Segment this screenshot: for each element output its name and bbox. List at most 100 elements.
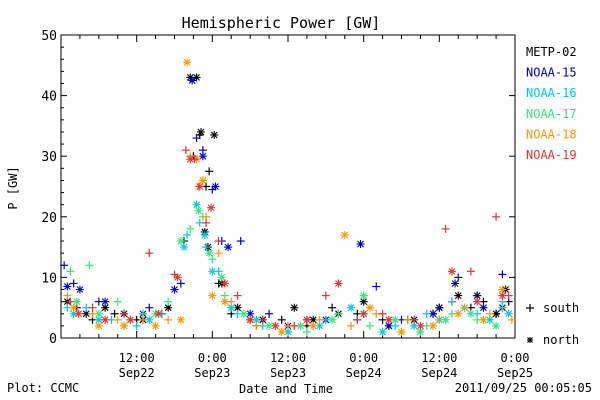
- north-marker: [101, 303, 110, 312]
- south-marker: [498, 270, 507, 279]
- y-tick-label: 20: [41, 211, 57, 226]
- north-marker: [359, 291, 368, 300]
- north-marker: [454, 309, 463, 318]
- legend-entry: NOAA-15: [526, 66, 577, 80]
- north-marker: [227, 303, 236, 312]
- north-marker: [217, 273, 226, 282]
- north-marker: [210, 130, 219, 139]
- north-marker: [208, 291, 217, 300]
- north-marker: [94, 321, 103, 330]
- north-marker: [69, 303, 78, 312]
- north-marker: [347, 303, 356, 312]
- south-marker: [347, 321, 356, 330]
- south-marker: [63, 291, 72, 300]
- north-marker: [198, 176, 207, 185]
- south-marker: [85, 261, 94, 270]
- south-marker: [302, 327, 311, 336]
- north-marker: [200, 230, 209, 239]
- south-marker: [334, 309, 343, 318]
- legend: METP-02 NOAA-15 NOAA-16 NOAA-17 NOAA-18 NOAA-…: [526, 45, 579, 347]
- south-marker: [88, 303, 97, 312]
- north-marker: [75, 285, 84, 294]
- x-axis-label: Date and Time: [239, 382, 333, 396]
- north-marker: [479, 303, 488, 312]
- north-marker: [365, 303, 374, 312]
- plot-timestamp: 2011/09/25 00:05:05: [454, 381, 592, 395]
- legend-south-symbol: [526, 304, 534, 312]
- north-marker: [176, 237, 185, 246]
- north-marker: [176, 315, 185, 324]
- north-marker: [101, 297, 110, 306]
- south-marker: [164, 315, 173, 324]
- north-marker: [220, 279, 229, 288]
- south-marker: [113, 297, 122, 306]
- north-marker: [196, 127, 205, 136]
- south-marker: [507, 315, 516, 324]
- south-marker: [183, 230, 192, 239]
- north-marker: [188, 76, 197, 85]
- south-marker: [176, 279, 185, 288]
- north-marker: [126, 315, 135, 324]
- north-marker: [334, 279, 343, 288]
- south-marker: [422, 309, 431, 318]
- north-marker: [359, 309, 368, 318]
- south-marker: [66, 267, 75, 276]
- legend-entry: NOAA-19: [526, 148, 577, 162]
- south-marker: [202, 218, 211, 227]
- north-marker: [498, 291, 507, 300]
- north-marker: [194, 206, 203, 215]
- south-marker: [460, 303, 469, 312]
- south-marker: [214, 249, 223, 258]
- south-marker: [192, 134, 201, 143]
- south-marker: [181, 146, 190, 155]
- north-marker: [205, 249, 214, 258]
- x-tick-time-label: 0:00: [198, 351, 227, 365]
- south-marker: [410, 315, 419, 324]
- x-tick-date-label: Sep23: [194, 366, 230, 380]
- north-marker: [290, 303, 299, 312]
- north-marker: [359, 297, 368, 306]
- north-marker: [186, 155, 195, 164]
- north-marker: [384, 315, 393, 324]
- south-marker: [110, 309, 119, 318]
- north-marker: [211, 182, 220, 191]
- legend-entry: NOAA-16: [526, 86, 577, 100]
- north-marker: [473, 297, 482, 306]
- plot-frame: [60, 34, 516, 339]
- x-tick-time-label: 12:00: [119, 351, 155, 365]
- y-tick-label: 10: [41, 271, 57, 286]
- south-marker: [233, 291, 242, 300]
- north-marker: [492, 321, 501, 330]
- north-marker: [447, 267, 456, 276]
- south-marker: [365, 321, 374, 330]
- north-marker: [220, 297, 229, 306]
- south-marker: [205, 167, 214, 176]
- x-tick-date-label: Sep23: [270, 366, 306, 380]
- x-axis: 12:00Sep220:00Sep2312:00Sep230:00Sep2412…: [79, 35, 533, 380]
- legend-entry: METP-02: [526, 45, 577, 59]
- north-marker: [170, 285, 179, 294]
- south-marker: [138, 315, 147, 324]
- south-marker: [236, 237, 245, 246]
- south-marker: [145, 303, 154, 312]
- south-marker: [66, 297, 75, 306]
- south-marker: [492, 212, 501, 221]
- north-marker: [504, 309, 513, 318]
- south-marker: [265, 309, 274, 318]
- north-marker: [208, 267, 217, 276]
- legend-north-label: north: [543, 333, 579, 347]
- x-tick-date-label: Sep24: [346, 366, 382, 380]
- north-marker: [192, 200, 201, 209]
- y-tick-label: 0: [49, 332, 57, 347]
- x-tick-time-label: 0:00: [349, 351, 378, 365]
- north-marker: [429, 321, 438, 330]
- north-marker: [72, 297, 81, 306]
- north-marker: [192, 73, 201, 82]
- south-marker: [485, 309, 494, 318]
- south-marker: [466, 267, 475, 276]
- north-marker: [302, 315, 311, 324]
- x-tick-date-label: Sep25: [497, 366, 533, 380]
- north-marker: [356, 240, 365, 249]
- y-tick-label: 40: [41, 90, 57, 105]
- x-tick-time-label: 0:00: [501, 351, 530, 365]
